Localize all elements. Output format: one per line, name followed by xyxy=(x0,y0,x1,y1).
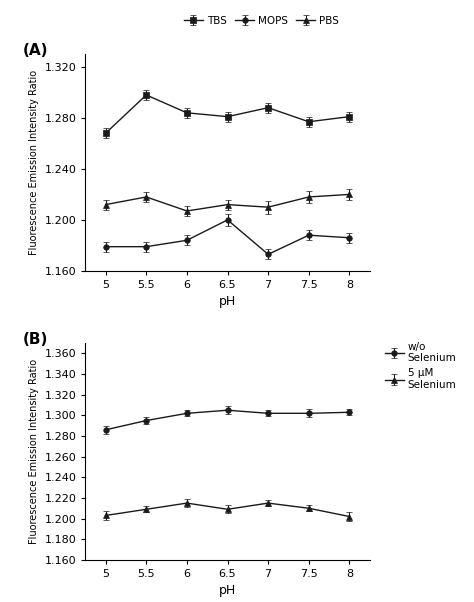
Text: (B): (B) xyxy=(23,332,48,347)
Legend: TBS, MOPS, PBS: TBS, MOPS, PBS xyxy=(180,11,343,30)
Text: (A): (A) xyxy=(23,43,48,58)
Legend: w/o
Selenium, 5 μM
Selenium: w/o Selenium, 5 μM Selenium xyxy=(381,338,461,394)
X-axis label: pH: pH xyxy=(219,296,236,308)
Y-axis label: Fluorescence Emission Intensity Ratio: Fluorescence Emission Intensity Ratio xyxy=(29,359,39,544)
Y-axis label: Fluorescence Emission Intensity Ratio: Fluorescence Emission Intensity Ratio xyxy=(29,70,39,255)
X-axis label: pH: pH xyxy=(219,585,236,597)
